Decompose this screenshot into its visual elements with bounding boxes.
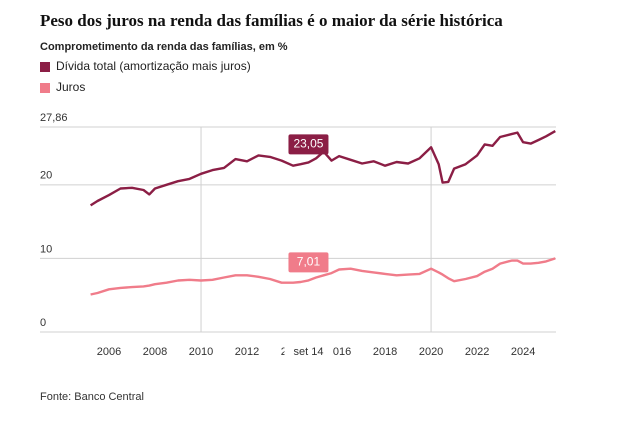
series-line [89,130,556,207]
x-tick-label: 2020 [419,346,443,358]
hover-label: set 14 [293,346,323,358]
series-line [90,257,556,296]
y-tick-label: 27,86 [40,112,68,124]
legend-swatch [40,83,50,93]
legend-label: Dívida total (amortização mais juros) [56,59,251,73]
y-tick-label: 10 [40,243,52,255]
hover-label-bg [284,343,333,361]
x-tick-label: 2010 [189,346,213,358]
value-label: 7,01 [297,255,321,269]
chart-title: Peso dos juros na renda das famílias é o… [40,11,503,30]
legend-label: Juros [56,80,85,94]
value-label-bg [288,252,329,273]
y-tick-label: 20 [40,170,52,182]
value-label: 23,05 [293,137,323,151]
x-tick-label: 2024 [511,346,535,358]
value-label-bg [288,134,329,155]
x-tick-label: 2012 [235,346,259,358]
x-tick-label: 2022 [465,346,489,358]
chart-subtitle: Comprometimento da renda das famílias, e… [40,41,288,53]
y-tick-label: 0 [40,317,46,329]
x-tick-label: 2008 [143,346,167,358]
x-tick-label: 2018 [373,346,397,358]
x-tick-label: 2006 [97,346,121,358]
x-tick-label: 2016 [327,346,351,358]
source: Fonte: Banco Central [40,391,144,403]
legend-swatch [40,62,50,72]
